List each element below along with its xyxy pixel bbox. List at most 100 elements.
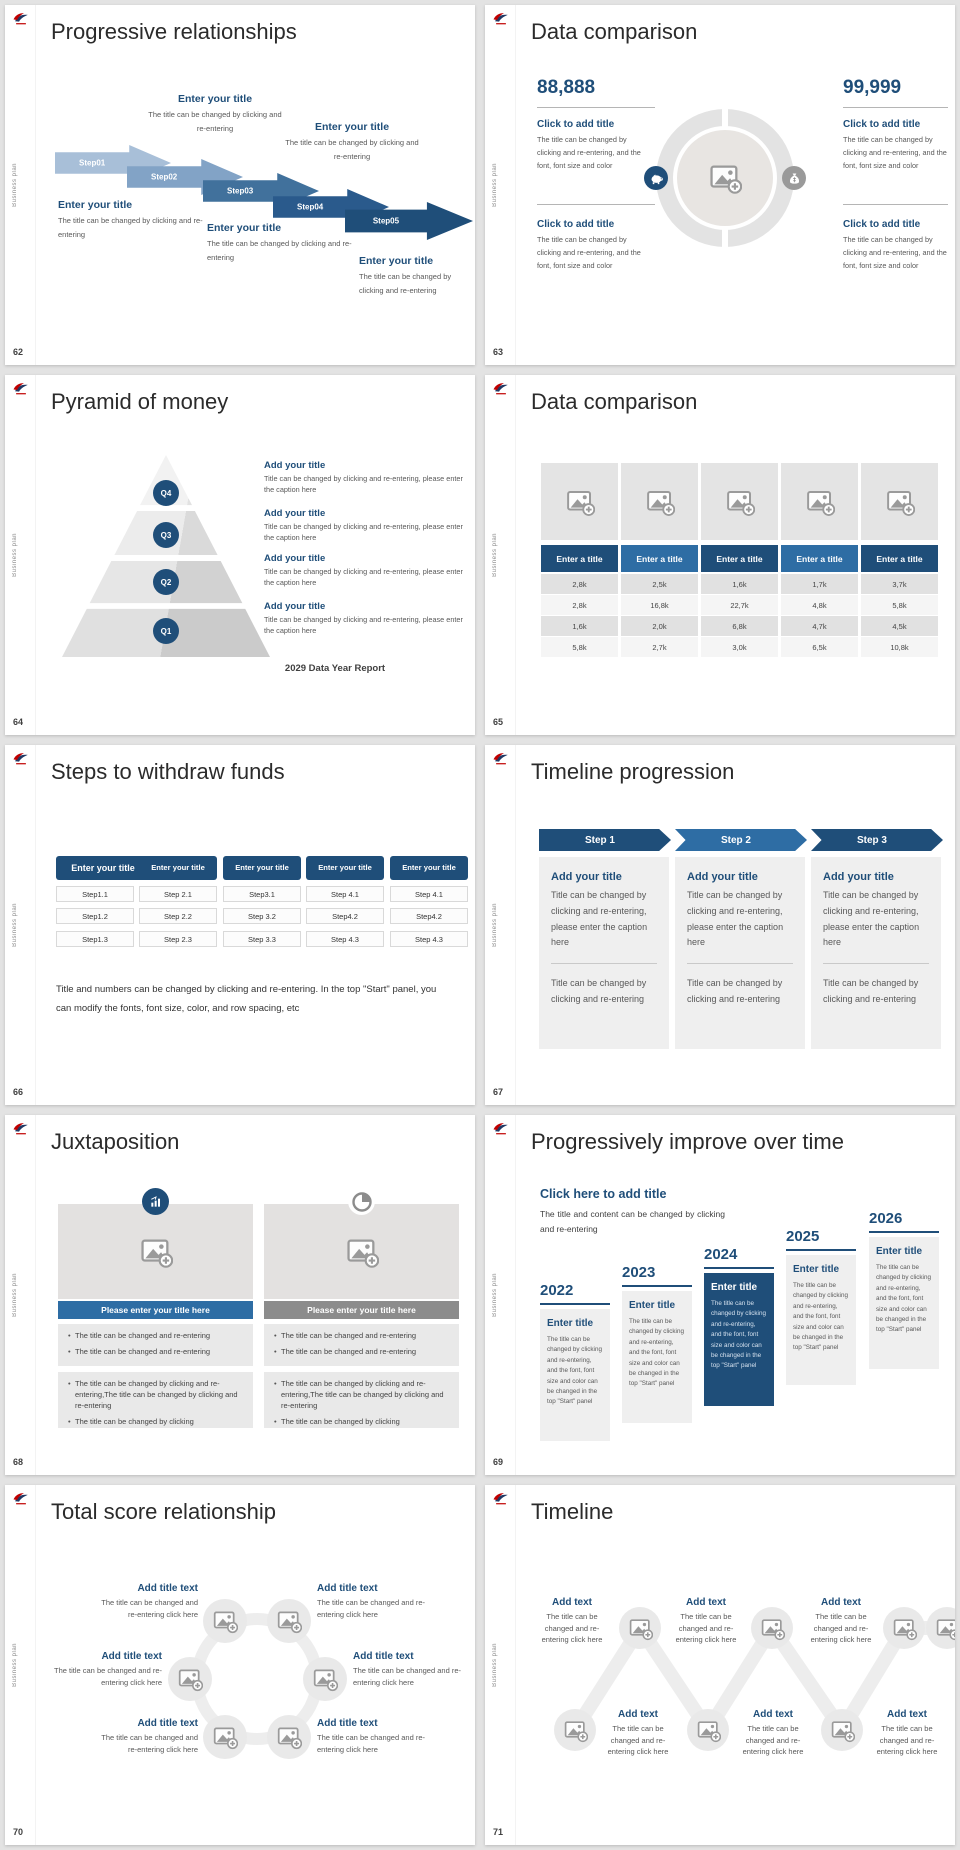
text-block-body: The title can be changed by clicking and… (359, 272, 452, 296)
node-label-body: The title can be changed and re-entering… (317, 1598, 425, 1619)
pyramid-level-q4: Q4 (153, 480, 179, 506)
image-add-icon (628, 1616, 653, 1641)
pyramid: Q4 Q3 Q2 Q1 (62, 455, 270, 657)
step-arrow-label: Step01 (79, 158, 106, 168)
year-panel: Enter title The title can be changed by … (869, 1237, 939, 1369)
image-placeholder[interactable] (781, 463, 858, 540)
timeline-label-title: Add text (618, 1709, 658, 1720)
image-node[interactable] (168, 1657, 212, 1701)
note-paragraph: Title and numbers can be changed by clic… (56, 984, 437, 1014)
year-panel-body: The title can be changed by clicking and… (547, 1336, 602, 1406)
image-placeholder[interactable] (701, 463, 778, 540)
timeline-label-body: The title can be changed and re-entering… (541, 1612, 603, 1645)
slide-page-number: 68 (13, 1457, 24, 1467)
table-header-cell: Enter a title (781, 545, 858, 572)
image-node[interactable] (203, 1599, 247, 1643)
level-label: Q1 (160, 626, 172, 636)
brand-logo-icon (12, 752, 30, 766)
image-node[interactable] (554, 1709, 596, 1751)
step-cell: Step3.1 (223, 886, 301, 902)
column-header-button: Enter your title (223, 856, 301, 880)
image-node[interactable] (267, 1599, 311, 1643)
text-block-title: Enter your title (359, 255, 434, 267)
pyramid-item-title: Add your title (264, 508, 326, 519)
table-cell: 2,0k (621, 616, 698, 636)
panel-body: Title can be changed by clicking and re-… (823, 890, 920, 948)
slide-65[interactable]: Business plan 65 Data comparison Enter a… (485, 375, 955, 735)
image-placeholder[interactable] (621, 463, 698, 540)
slide-68[interactable]: Business plan 68 Juxtaposition Please en… (5, 1115, 475, 1475)
brand-logo-icon (12, 12, 30, 26)
text-block-title: Enter your title (58, 199, 133, 211)
image-node[interactable] (687, 1709, 729, 1751)
rail-divider (35, 745, 36, 1105)
year-panel: Enter title The title can be changed by … (540, 1309, 610, 1441)
slide-71[interactable]: Business plan 71 Timeline Add text The t… (485, 1485, 955, 1845)
section-subtitle-body: The title and content can be changed by … (540, 1209, 725, 1235)
node-label-title: Add title text (137, 1583, 198, 1594)
image-node[interactable] (267, 1715, 311, 1759)
slide-side-label: Business plan (12, 903, 18, 948)
panel-body: Title can be changed by clicking and re-… (687, 890, 784, 948)
text-block-title: Enter your title (177, 93, 253, 105)
year-panel-title: Enter title (629, 1300, 676, 1311)
step-cell: Step 2.2 (139, 908, 217, 924)
image-node[interactable] (203, 1715, 247, 1759)
table-header-cell: Enter a title (541, 545, 618, 572)
divider (537, 107, 655, 108)
image-add-icon (563, 1718, 588, 1743)
column-header-button: Enter your title (56, 856, 150, 880)
step-cell: Step4.2 (390, 908, 468, 924)
bullet-item: The title can be changed by clicking (67, 1417, 244, 1428)
text-block: Enter your title The title can be change… (282, 121, 422, 165)
image-add-icon (276, 1608, 302, 1634)
level-label: Q2 (160, 577, 172, 587)
pyramid-item: Add your title Title can be changed by c… (264, 460, 469, 496)
image-add-icon (760, 1616, 785, 1641)
year-underline (786, 1249, 856, 1251)
rail-divider (35, 375, 36, 735)
step-cell: Step1.2 (56, 908, 134, 924)
image-node[interactable] (303, 1657, 347, 1701)
slide-67[interactable]: Business plan 67 Timeline progression St… (485, 745, 955, 1105)
image-placeholder[interactable] (58, 1204, 253, 1299)
slide-63[interactable]: Business plan 63 Data comparison 88,888 … (485, 5, 955, 365)
step-cell: Step 4.1 (306, 886, 384, 902)
table-header-cell: Enter a title (621, 545, 698, 572)
center-image-placeholder[interactable] (677, 130, 773, 226)
slide-side-label: Business plan (12, 1643, 18, 1688)
node-label: Add title text The title can be changed … (93, 1718, 198, 1755)
image-node[interactable] (751, 1607, 793, 1649)
slide-70[interactable]: Business plan 70 Total score relationshi… (5, 1485, 475, 1845)
rail-divider (35, 5, 36, 365)
column-header-button: Enter your title (306, 856, 384, 880)
image-node[interactable] (619, 1607, 661, 1649)
pyramid-item-title: Add your title (264, 460, 326, 471)
node-label-title: Add title text (353, 1651, 414, 1662)
year-panel-highlight: Enter title The title can be changed by … (704, 1273, 774, 1406)
image-placeholder[interactable] (861, 463, 938, 540)
panel-body: Title can be changed by clicking and re-… (551, 890, 648, 948)
slide-69[interactable]: Business plan 69 Progressively improve o… (485, 1115, 955, 1475)
bullet-box: The title can be changed by clicking and… (58, 1372, 253, 1428)
node-label-title: Add title text (137, 1718, 198, 1729)
step-panel: Add your title Title can be changed by c… (675, 857, 805, 1049)
slide-66[interactable]: Business plan 66 Steps to withdraw funds… (5, 745, 475, 1105)
step-cell: Step 4.3 (390, 931, 468, 947)
image-placeholder[interactable] (264, 1204, 459, 1299)
slide-62[interactable]: Business plan 62 Progressive relationshi… (5, 5, 475, 365)
node-label: Add title text The title can be changed … (317, 1718, 425, 1755)
image-node[interactable] (821, 1709, 863, 1751)
slide-64[interactable]: Business plan 64 Pyramid of money Q4 Q3 … (5, 375, 475, 735)
timeline-label-body: The title can be changed and re-entering… (607, 1724, 669, 1757)
image-node[interactable] (883, 1607, 925, 1649)
text-block: Enter your title The title can be change… (145, 93, 285, 137)
image-add-icon (645, 487, 675, 517)
image-placeholder[interactable] (541, 463, 618, 540)
stat-item: Click to add title The title can be chan… (843, 219, 947, 272)
image-add-icon (725, 487, 755, 517)
image-node[interactable] (926, 1607, 955, 1649)
node-label: Add title text The title can be changed … (353, 1651, 468, 1688)
pyramid-item: Add your title Title can be changed by c… (264, 508, 469, 544)
pyramid-item-body: Title can be changed by clicking and re-… (264, 615, 463, 636)
